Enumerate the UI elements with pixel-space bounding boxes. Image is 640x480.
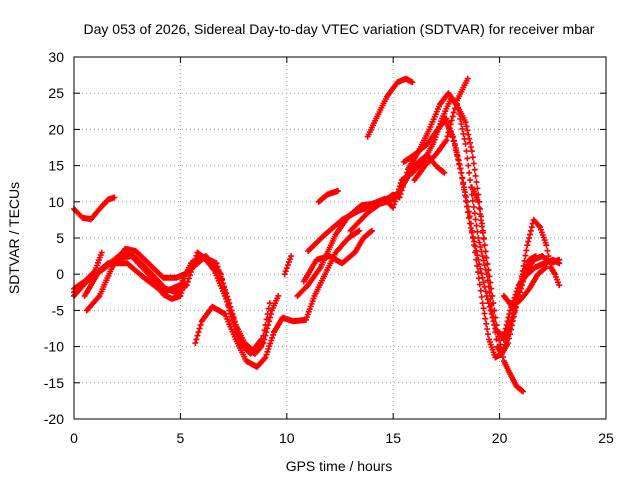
data-series [315, 187, 341, 205]
data-point-markers [468, 184, 563, 339]
data-series [500, 264, 550, 310]
data-points [71, 75, 563, 395]
x-tick-label: 10 [279, 430, 295, 446]
data-series [364, 75, 416, 140]
data-point-markers [315, 187, 341, 205]
data-point-markers [83, 245, 265, 357]
axis-ticks [73, 56, 607, 420]
data-series [281, 253, 295, 278]
data-point-markers [81, 253, 188, 302]
data-series [192, 227, 363, 370]
x-tick-label: 15 [385, 430, 401, 446]
y-tick-label: 0 [56, 266, 64, 282]
chart-title: Day 053 of 2026, Sidereal Day-to-day VTE… [84, 21, 595, 37]
y-tick-label: 10 [48, 194, 64, 210]
x-tick-label: 5 [177, 430, 185, 446]
data-point-markers [364, 75, 416, 140]
x-tick-label: 25 [598, 430, 614, 446]
data-series [83, 245, 265, 357]
y-tick-label: -15 [44, 375, 64, 391]
x-tick-label: 20 [492, 430, 508, 446]
grid-lines [74, 57, 606, 419]
y-tick-label: 20 [48, 121, 64, 137]
x-axis-label: GPS time / hours [286, 458, 393, 474]
y-tick-label: 5 [56, 230, 64, 246]
y-axis-label: SDTVAR / TECUs [6, 182, 22, 294]
data-point-markers [281, 253, 295, 278]
data-point-markers [192, 227, 363, 370]
y-tick-label: 25 [48, 85, 64, 101]
y-tick-label: -10 [44, 339, 64, 355]
data-series [81, 253, 188, 302]
y-tick-label: 15 [48, 158, 64, 174]
y-tick-label: -5 [52, 302, 65, 318]
data-point-markers [500, 264, 550, 310]
y-tick-label: -20 [44, 411, 64, 427]
y-tick-label: 30 [48, 49, 64, 65]
x-tick-labels: 0 5 10 15 20 25 [70, 430, 614, 446]
x-tick-label: 0 [70, 430, 78, 446]
y-tick-labels: -20 -15 -10 -5 0 5 10 15 20 25 30 [44, 49, 64, 427]
data-series [468, 184, 563, 339]
